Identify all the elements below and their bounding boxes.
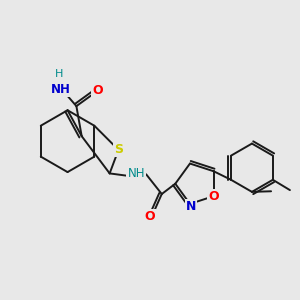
Text: O: O: [144, 210, 155, 223]
Text: NH: NH: [128, 167, 145, 181]
Text: N: N: [186, 200, 196, 213]
Text: S: S: [114, 143, 123, 156]
Text: NH: NH: [51, 83, 71, 96]
Text: O: O: [208, 190, 219, 203]
Text: H: H: [55, 69, 63, 79]
Text: O: O: [92, 84, 103, 97]
